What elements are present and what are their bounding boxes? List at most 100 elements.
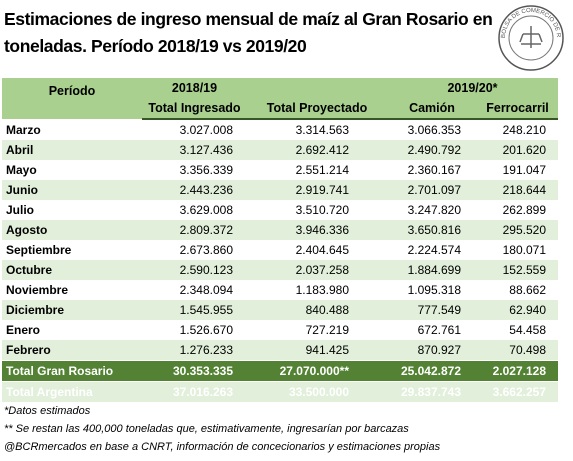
value-cell: 152.559 [477,260,558,280]
value-cell: 2.224.574 [407,243,461,257]
note: @BCRmercados en base a CNRT, información… [4,441,441,453]
period-cell: Septiembre [6,243,72,257]
value-cell: 2.809.372 [142,220,247,240]
value-cell: 2.673.860 [179,243,233,257]
data-row: Febrero 1.276.233 941.425 870.927 70.498 [2,340,558,361]
header-cell: Total Ingresado [142,98,247,120]
header-cell [247,78,387,98]
title-line: toneladas. Período 2018/19 vs 2019/20 [4,36,307,56]
value-cell: 1.526.670 [179,323,233,337]
value-cell: 3.662.257 [477,381,558,402]
value-cell: 2.443.236 [142,180,247,200]
logo-text: BOLSA DE COMERCIO DE ROSARIO [497,4,561,38]
value-cell: 870.927 [387,340,477,361]
value-cell: 1.183.980 [295,283,349,297]
value-cell: 840.488 [247,300,387,320]
value-cell: 1.276.233 [142,340,247,361]
value-cell: 248.210 [502,123,546,137]
total-row: Total Argentina 37.016.263 33.500.000 29.83… [2,381,558,402]
value-cell: 1.545.955 [142,300,247,320]
value-cell: 191.047 [502,163,546,177]
data-row: Diciembre 1.545.955 840.488 777.549 62.940 [2,300,558,320]
header-cell: Período [2,78,142,119]
value-cell: 30.353.335 [142,360,247,382]
value-cell: 201.620 [477,140,558,160]
value-cell: 3.066.353 [407,123,461,137]
value-cell: 727.219 [305,323,349,337]
header-cell: Total Proyectado [247,98,387,120]
value-cell: 1.884.699 [387,260,477,280]
header-cell: Camión [387,98,477,120]
table: Período 2018/19 2019/20* Total Ingresado… [2,78,558,402]
period-cell: Total Argentina [2,381,142,402]
value-cell: 3.650.816 [387,220,477,240]
value-cell: 180.071 [502,243,546,257]
data-row: Mayo 3.356.339 2.551.214 2.360.167 191.047 [2,160,558,180]
value-cell: 3.356.339 [179,163,233,177]
header-row: Total Ingresado Total Proyectado Camión … [2,98,558,120]
value-cell: 672.761 [417,323,461,337]
header-cell: 2018/19 [142,78,247,98]
value-cell: 33.500.000 [247,381,387,402]
note: ** Se restan las 400,000 toneladas que, … [4,423,409,435]
value-cell: 29.837.743 [387,381,477,402]
logo-ring [498,5,564,71]
note: *Datos estimados [4,405,91,417]
header-cell: 2019/20* [387,78,558,98]
value-cell: 2.692.412 [247,140,387,160]
period-cell: Marzo [6,122,41,137]
value-cell: 3.127.436 [142,140,247,160]
total-row: Total Gran Rosario 30.353.335 27.070.000**… [2,360,558,382]
data-row: Abril 3.127.436 2.692.412 2.490.792 201.620 [2,140,558,160]
period-cell: Agosto [2,220,142,240]
value-cell: 62.940 [477,300,558,320]
value-cell: 3.027.008 [179,123,233,137]
value-cell: 2.360.167 [407,163,461,177]
value-cell: 777.549 [387,300,477,320]
period-cell: Octubre [2,260,142,280]
period-cell: Total Gran Rosario [2,360,142,382]
value-cell: 2.348.094 [179,283,233,297]
data-row: Agosto 2.809.372 3.946.336 3.650.816 295.520 [2,220,558,240]
header-cell: Ferrocarril [477,98,558,120]
logo-text-path: BOLSA DE COMERCIO DE ROSARIO [497,4,561,38]
data-row: Julio 3.629.008 3.510.720 3.247.820 262.899 [2,200,558,220]
notes: *Datos estimados ** Se restan las 400,000… [4,402,440,456]
logo-ring [508,15,554,61]
data-row: Junio 2.443.236 2.919.741 2.701.097 218.644 [2,180,558,200]
value-cell: 25.042.872 [387,360,477,382]
logo-scale [519,26,543,48]
value-cell: 941.425 [247,340,387,361]
value-cell: 70.498 [477,340,558,361]
value-cell: 2.590.123 [142,260,247,280]
value-cell: 37.016.263 [142,381,247,402]
value-cell: 2.551.214 [295,163,349,177]
period-cell: Junio [2,180,142,200]
value-cell: 2.919.741 [247,180,387,200]
value-cell: 27.070.000** [247,360,387,382]
value-cell: 2.490.792 [387,140,477,160]
title-line: Estimaciones de ingreso mensual de maíz … [4,9,493,29]
value-cell: 3.314.563 [295,123,349,137]
value-cell: 3.510.720 [295,203,349,217]
data-row: Marzo 3.027.008 3.314.563 3.066.353 248.210 [2,119,558,140]
value-cell: 295.520 [477,220,558,240]
value-cell: 218.644 [477,180,558,200]
value-cell: 262.899 [502,203,546,217]
period-cell: Noviembre [6,283,69,297]
data-row: Octubre 2.590.123 2.037.258 1.884.699 152.55… [2,260,558,280]
table-body: Marzo 3.027.008 3.314.563 3.066.353 248.210 A… [2,119,558,402]
value-cell: 88.662 [509,283,546,297]
period-cell: Diciembre [2,300,142,320]
data-row: Septiembre 2.673.860 2.404.645 2.224.574 180… [2,240,558,260]
period-cell: Abril [2,140,142,160]
value-cell: 2.404.645 [295,243,349,257]
value-cell: 1.095.318 [407,283,461,297]
value-cell: 2.701.097 [387,180,477,200]
logo: BOLSA DE COMERCIO DE ROSARIO [497,4,564,71]
title: Estimaciones de ingreso mensual de maíz … [4,6,493,60]
period-cell: Julio [6,203,35,217]
data-row: Noviembre 2.348.094 1.183.980 1.095.318 88.6… [2,280,558,300]
value-cell: 54.458 [509,323,546,337]
